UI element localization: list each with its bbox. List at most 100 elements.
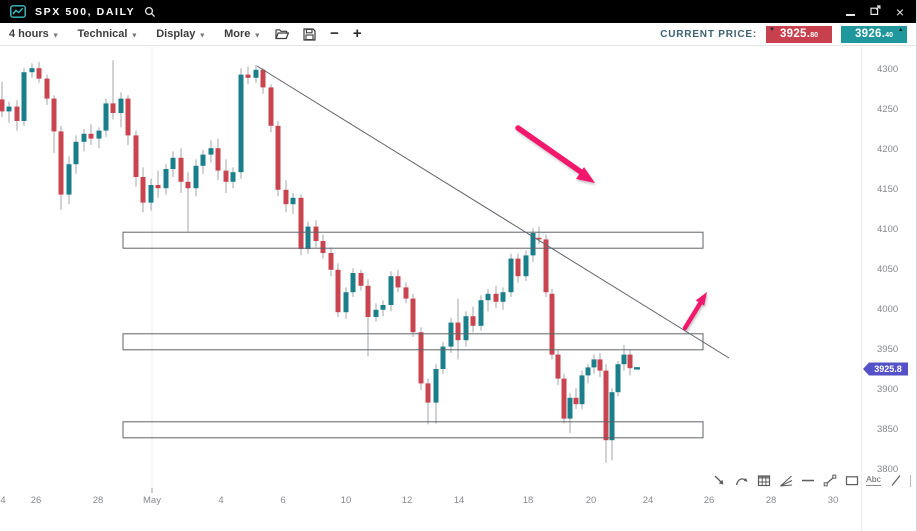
- price-tag[interactable]: 3925.8: [863, 362, 908, 376]
- candle-down: [0, 99, 5, 112]
- candle-down: [328, 253, 334, 270]
- candle-up: [29, 68, 35, 73]
- close-icon[interactable]: ×: [895, 3, 904, 20]
- candle-up: [579, 375, 585, 405]
- candle-up: [148, 185, 154, 203]
- date-tick-label: 30: [828, 495, 839, 506]
- candle-down: [268, 87, 274, 126]
- trendline[interactable]: [256, 65, 730, 359]
- candle-down: [418, 332, 424, 384]
- hline-tool[interactable]: [800, 473, 815, 489]
- current-candle-marker: [634, 367, 640, 370]
- candle-up: [6, 106, 12, 112]
- candle-down: [125, 98, 131, 136]
- candle-up: [448, 322, 454, 347]
- price-tag-value: 3925.8: [874, 364, 902, 374]
- main-toolbar: 4 hours ▾ Technical ▾ Display ▾ More ▾: [0, 23, 916, 46]
- support-zone-3[interactable]: [122, 421, 704, 439]
- sell-price-button[interactable]: ▼ 3925.80: [766, 25, 832, 43]
- candle-down: [215, 148, 221, 171]
- text-tool[interactable]: Abc: [866, 474, 881, 486]
- price-tick-label: 3950: [877, 344, 898, 355]
- candle-down: [573, 397, 579, 405]
- more-dropdown[interactable]: More ▾: [224, 28, 259, 40]
- candle-down: [110, 103, 116, 113]
- fan-tool[interactable]: [778, 473, 793, 489]
- zoom-in-button[interactable]: +: [352, 25, 362, 42]
- candle-down: [597, 359, 603, 371]
- trendline-tool[interactable]: [822, 473, 837, 489]
- candle-up: [485, 293, 491, 301]
- candle-down: [140, 177, 146, 203]
- candle-up: [373, 309, 379, 317]
- date-tick-label: 10: [341, 495, 352, 506]
- minimize-icon[interactable]: [845, 14, 855, 16]
- line-tool[interactable]: [888, 473, 903, 489]
- up-arrow-annotation[interactable]: [682, 292, 707, 331]
- price-axis[interactable]: 4300 4250 4200 4150 4100 4050 4000 3950 3900 3850…: [877, 64, 898, 475]
- timeframe-dropdown[interactable]: 4 hours ▾: [9, 28, 58, 40]
- candle-up: [73, 141, 79, 165]
- popout-icon[interactable]: [870, 3, 881, 21]
- date-tick-label: 28: [766, 495, 777, 506]
- up-tick-icon: ▲: [897, 26, 904, 33]
- titlebar: SPX 500, DAILY ×: [0, 0, 916, 23]
- down-arrow-annotation[interactable]: [515, 125, 595, 183]
- connector-tool[interactable]: [734, 473, 749, 489]
- candle-up: [238, 74, 244, 173]
- timeframe-label: 4 hours: [9, 28, 49, 40]
- candle-down: [185, 181, 191, 189]
- save-icon[interactable]: [303, 27, 316, 41]
- candle-up: [591, 359, 597, 368]
- candle-down: [283, 189, 289, 205]
- candle-up: [609, 392, 615, 441]
- current-price-label: CURRENT PRICE:: [660, 28, 757, 40]
- grid-tool[interactable]: [756, 473, 771, 489]
- candle-down: [88, 133, 94, 139]
- candle-up: [81, 133, 87, 142]
- zoom-out-button[interactable]: −: [330, 25, 339, 42]
- candle-down: [470, 316, 476, 326]
- candle-down: [555, 354, 561, 379]
- candle-up: [508, 258, 514, 293]
- date-tick-label: 26: [31, 495, 42, 506]
- price-tick-label: 4000: [877, 304, 898, 315]
- date-axis[interactable]: 4 26 28 May 4 6 10 12 14 18 20 24 26 28 30: [0, 488, 838, 506]
- candle-up: [163, 169, 169, 189]
- chevron-down-icon: ▾: [53, 30, 58, 39]
- buy-price-button[interactable]: 3926.40 ▲: [841, 25, 907, 43]
- pointer-tool[interactable]: [712, 473, 727, 489]
- candle-down: [627, 354, 633, 369]
- date-tick-label: 12: [402, 495, 413, 506]
- price-tick-label: 4150: [877, 184, 898, 195]
- candle-down: [561, 378, 567, 419]
- display-dropdown[interactable]: Display ▾: [156, 28, 204, 40]
- date-tick-label: 24: [643, 495, 654, 506]
- date-tick-label: 14: [454, 495, 465, 506]
- rectangle-tool[interactable]: [844, 473, 859, 489]
- candle-up: [170, 157, 176, 169]
- candle-down: [425, 383, 431, 403]
- search-icon[interactable]: [144, 6, 156, 18]
- candle-up: [96, 130, 102, 139]
- price-tick-label: 4100: [877, 224, 898, 235]
- candle-up: [21, 72, 27, 121]
- support-zone-1[interactable]: [122, 231, 704, 249]
- date-tick-label: 26: [704, 495, 715, 506]
- candle-down: [493, 293, 499, 302]
- date-tick-label: 6: [280, 495, 285, 506]
- candle-up: [615, 364, 621, 393]
- candle-down: [51, 98, 57, 132]
- candle-down: [58, 131, 64, 195]
- candle-down: [536, 237, 542, 240]
- technical-dropdown[interactable]: Technical ▾: [78, 28, 137, 40]
- drawing-toolbar: Abc ×: [712, 471, 917, 490]
- candle-down: [275, 125, 281, 190]
- candle-up: [567, 397, 573, 419]
- price-tick-label: 4300: [877, 64, 898, 75]
- down-tick-icon: ▼: [769, 26, 776, 33]
- open-folder-icon[interactable]: [275, 28, 290, 40]
- chart-title: SPX 500, DAILY: [35, 5, 136, 18]
